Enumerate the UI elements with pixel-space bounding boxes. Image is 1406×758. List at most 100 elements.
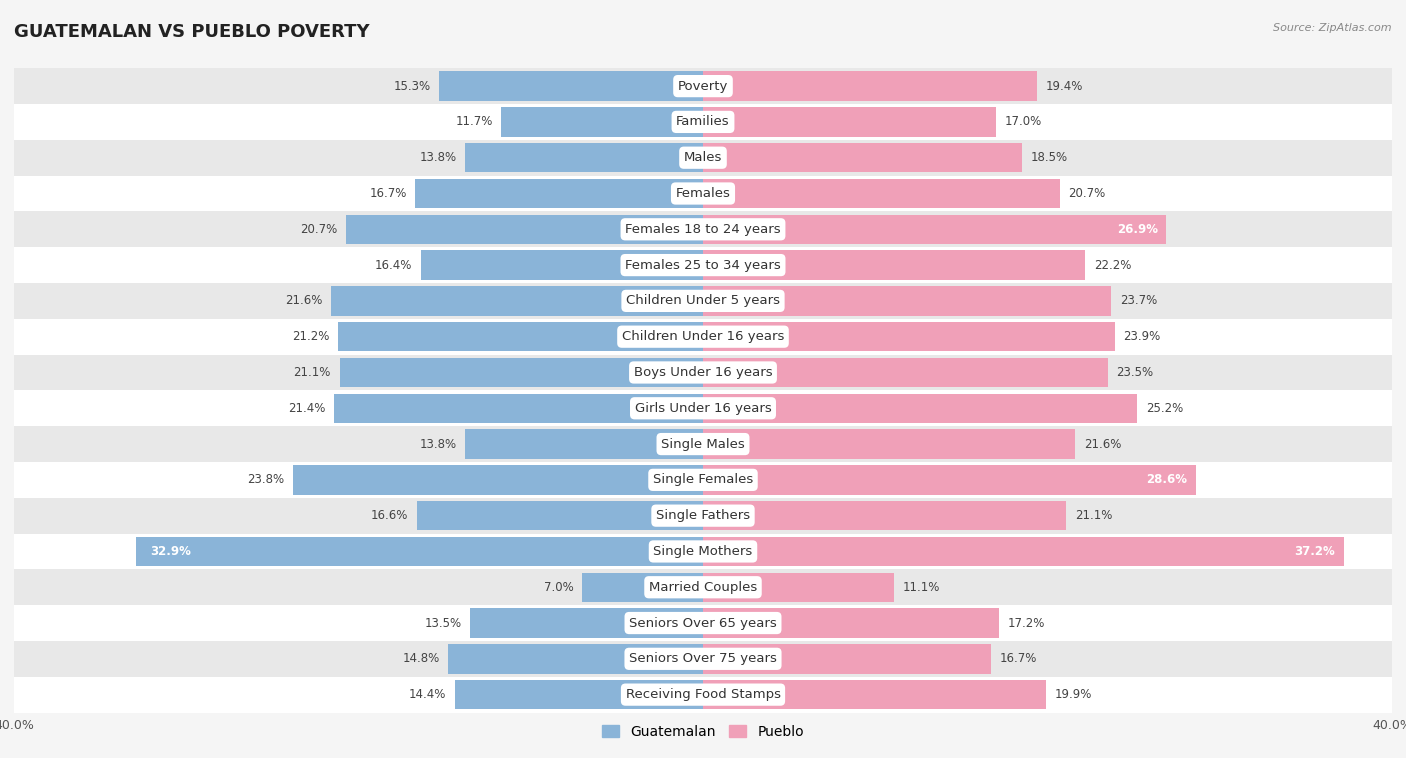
Text: 21.6%: 21.6% <box>285 294 322 308</box>
Bar <box>14 211 1392 247</box>
Bar <box>337 322 703 352</box>
Text: 25.2%: 25.2% <box>1146 402 1182 415</box>
Bar <box>14 283 1392 319</box>
Text: 21.6%: 21.6% <box>1084 437 1121 450</box>
Bar <box>14 498 1392 534</box>
Text: Single Mothers: Single Mothers <box>654 545 752 558</box>
Bar <box>703 179 1060 208</box>
Text: Single Females: Single Females <box>652 473 754 487</box>
Bar <box>703 501 1066 531</box>
Bar <box>14 534 1392 569</box>
Text: 32.9%: 32.9% <box>150 545 191 558</box>
Bar <box>292 465 703 494</box>
Bar <box>14 677 1392 713</box>
Text: 17.0%: 17.0% <box>1004 115 1042 128</box>
Bar <box>703 429 1076 459</box>
Bar <box>703 644 991 674</box>
Text: 16.7%: 16.7% <box>1000 653 1036 666</box>
Text: Children Under 16 years: Children Under 16 years <box>621 330 785 343</box>
Text: Single Fathers: Single Fathers <box>657 509 749 522</box>
Bar <box>14 641 1392 677</box>
Bar <box>14 247 1392 283</box>
Bar <box>471 609 703 637</box>
Text: 16.7%: 16.7% <box>370 187 406 200</box>
Bar <box>415 179 703 208</box>
Bar <box>703 358 1108 387</box>
Text: Receiving Food Stamps: Receiving Food Stamps <box>626 688 780 701</box>
Text: 13.5%: 13.5% <box>425 616 461 630</box>
Bar <box>330 287 703 315</box>
Text: Girls Under 16 years: Girls Under 16 years <box>634 402 772 415</box>
Bar <box>582 572 703 602</box>
Text: 19.9%: 19.9% <box>1054 688 1091 701</box>
Bar <box>14 390 1392 426</box>
Bar <box>14 605 1392 641</box>
Text: 21.1%: 21.1% <box>1076 509 1112 522</box>
Bar <box>703 250 1085 280</box>
Text: 11.7%: 11.7% <box>456 115 494 128</box>
Text: 13.8%: 13.8% <box>419 437 457 450</box>
Bar <box>703 143 1022 172</box>
Text: 26.9%: 26.9% <box>1116 223 1157 236</box>
Text: 16.6%: 16.6% <box>371 509 409 522</box>
Bar <box>703 537 1344 566</box>
Text: 14.4%: 14.4% <box>409 688 446 701</box>
Bar <box>703 71 1038 101</box>
Bar <box>340 358 703 387</box>
Bar <box>440 71 703 101</box>
Text: Males: Males <box>683 151 723 164</box>
Bar <box>465 143 703 172</box>
Bar <box>703 465 1195 494</box>
Text: Boys Under 16 years: Boys Under 16 years <box>634 366 772 379</box>
Text: 7.0%: 7.0% <box>544 581 574 594</box>
Bar <box>14 104 1392 139</box>
Bar <box>14 176 1392 211</box>
Text: Seniors Over 65 years: Seniors Over 65 years <box>628 616 778 630</box>
Bar <box>703 287 1111 315</box>
Bar <box>14 569 1392 605</box>
Text: 15.3%: 15.3% <box>394 80 430 92</box>
Text: 37.2%: 37.2% <box>1295 545 1336 558</box>
Bar <box>420 250 703 280</box>
Bar <box>449 644 703 674</box>
Text: Source: ZipAtlas.com: Source: ZipAtlas.com <box>1274 23 1392 33</box>
Bar <box>14 426 1392 462</box>
Bar <box>14 139 1392 176</box>
Text: 23.7%: 23.7% <box>1119 294 1157 308</box>
Bar <box>465 429 703 459</box>
Text: 16.4%: 16.4% <box>374 258 412 271</box>
Text: 11.1%: 11.1% <box>903 581 941 594</box>
Text: Females: Females <box>675 187 731 200</box>
Text: 20.7%: 20.7% <box>1069 187 1105 200</box>
Bar <box>335 393 703 423</box>
Text: 13.8%: 13.8% <box>419 151 457 164</box>
Text: Families: Families <box>676 115 730 128</box>
Bar <box>703 609 1000 637</box>
Text: 19.4%: 19.4% <box>1046 80 1083 92</box>
Bar <box>703 322 1115 352</box>
Text: 23.8%: 23.8% <box>247 473 284 487</box>
Bar <box>346 215 703 244</box>
Bar <box>502 107 703 136</box>
Text: Females 25 to 34 years: Females 25 to 34 years <box>626 258 780 271</box>
Text: 21.2%: 21.2% <box>292 330 329 343</box>
Bar <box>418 501 703 531</box>
Bar <box>136 537 703 566</box>
Bar <box>703 393 1137 423</box>
Text: 14.8%: 14.8% <box>402 653 440 666</box>
Text: 21.1%: 21.1% <box>294 366 330 379</box>
Text: 23.5%: 23.5% <box>1116 366 1153 379</box>
Legend: Guatemalan, Pueblo: Guatemalan, Pueblo <box>596 719 810 744</box>
Bar <box>703 572 894 602</box>
Bar <box>14 68 1392 104</box>
Text: GUATEMALAN VS PUEBLO POVERTY: GUATEMALAN VS PUEBLO POVERTY <box>14 23 370 41</box>
Text: Poverty: Poverty <box>678 80 728 92</box>
Text: Seniors Over 75 years: Seniors Over 75 years <box>628 653 778 666</box>
Bar <box>456 680 703 709</box>
Text: Married Couples: Married Couples <box>650 581 756 594</box>
Bar <box>703 107 995 136</box>
Bar <box>14 462 1392 498</box>
Text: Single Males: Single Males <box>661 437 745 450</box>
Text: Children Under 5 years: Children Under 5 years <box>626 294 780 308</box>
Text: 17.2%: 17.2% <box>1008 616 1045 630</box>
